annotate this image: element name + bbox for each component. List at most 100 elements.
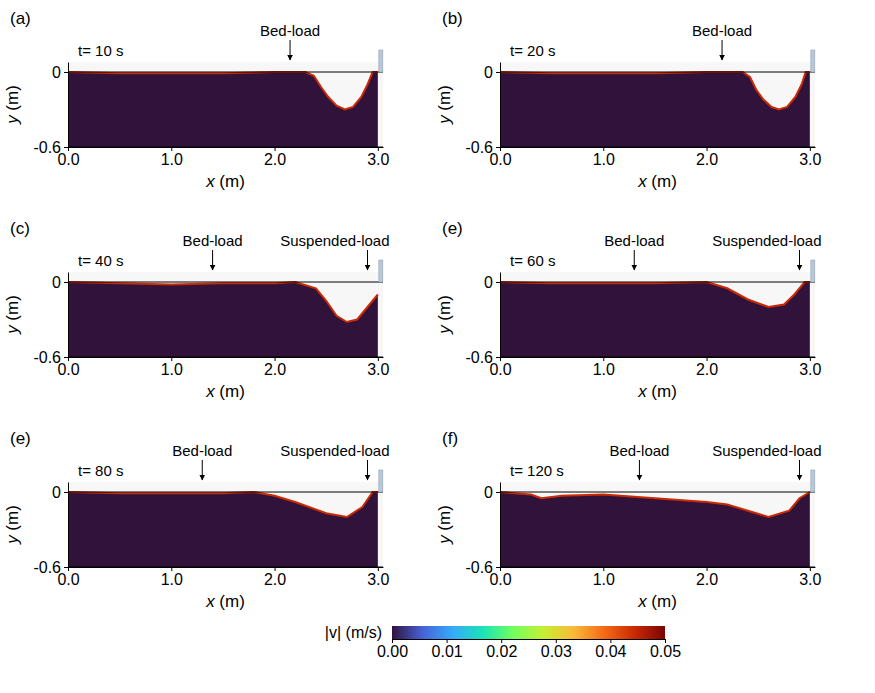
sediment-bed [500, 492, 810, 567]
colorbar: 0.000.010.020.030.040.05|v| (m/s) [325, 624, 681, 660]
sediment-bed [68, 282, 378, 357]
time-label: t= 60 s [510, 252, 555, 269]
panel: 0.01.02.03.0-0.60x (m)y (m)(f)t= 120 sBe… [435, 429, 822, 611]
tick-label: 0 [52, 274, 61, 291]
axis-line [68, 483, 69, 568]
y-axis-title: y (m) [435, 85, 454, 125]
panel: 0.01.02.03.0-0.60x (m)y (m)(e)t= 80 sBed… [3, 429, 390, 611]
tick: 1.0 [593, 357, 615, 378]
y-axis-title: y (m) [435, 295, 454, 335]
annotation-arrow [202, 460, 203, 480]
bed-surface [500, 72, 810, 110]
x-axis-title: x (m) [205, 172, 245, 191]
tick-label: 0 [52, 484, 61, 501]
tick-label: -0.6 [33, 139, 61, 156]
annotation-arrow [290, 40, 291, 60]
tick: 1.0 [161, 357, 183, 378]
y-axis: -0.6 0 [33, 273, 68, 366]
axis-line [393, 639, 666, 640]
panel: 0.01.02.03.0-0.60x (m)y (m)(c)t= 40 sBed… [3, 219, 390, 401]
x-axis-title: x (m) [205, 382, 245, 401]
tick: 3.0 [367, 147, 389, 168]
annotation-text: Bed-load [172, 442, 232, 459]
tick: -0.6 [33, 349, 68, 366]
figure: 0.01.02.03.0-0.60x (m)y (m)(a)t= 10 sBed… [0, 0, 875, 693]
bed-surface [68, 492, 378, 517]
x-axis-title: x (m) [637, 382, 677, 401]
tick-mark [496, 282, 500, 283]
grid-line [68, 357, 383, 358]
plot-marks [68, 282, 378, 357]
tick-mark [496, 147, 500, 148]
colorbar-gradient [392, 626, 665, 639]
grid-line [68, 567, 383, 568]
tick-label: 1.0 [593, 361, 615, 378]
time-label: t= 120 s [510, 462, 564, 479]
tick: -0.6 [465, 139, 500, 156]
plot-marks [500, 282, 810, 357]
tick-label: 0.02 [486, 643, 517, 660]
tick: 2.0 [264, 147, 286, 168]
tick: -0.6 [33, 139, 68, 156]
tick-label: 2.0 [264, 361, 286, 378]
bed-surface [500, 282, 810, 307]
wall [379, 260, 383, 282]
x-axis: 0.01.02.03.0 [489, 147, 821, 168]
x-axis: 0.01.02.03.0 [57, 147, 389, 168]
tick-label: 0.00 [377, 643, 408, 660]
annotation-arrow [639, 460, 640, 480]
tick-label: 2.0 [696, 361, 718, 378]
tick-mark [496, 567, 500, 568]
tick-label: -0.6 [33, 559, 61, 576]
plot-marks [500, 72, 810, 147]
tick-label: 1.0 [161, 361, 183, 378]
time-label: t= 20 s [510, 42, 555, 59]
axis-line [501, 147, 816, 148]
tick-label: 0 [484, 274, 493, 291]
grid-line [500, 147, 815, 148]
axis-line [500, 273, 501, 358]
tick: 0 [52, 64, 68, 81]
x-axis: 0.01.02.03.0 [57, 567, 389, 588]
tick-label: 1.0 [593, 151, 615, 168]
y-axis: -0.6 0 [465, 273, 500, 366]
tick-label: 1.0 [161, 151, 183, 168]
tick: 0 [484, 484, 500, 501]
axis-line [68, 273, 69, 358]
annotation-arrow [634, 250, 635, 270]
panel-letter: (a) [10, 9, 31, 28]
bed-surface [500, 492, 810, 517]
tick-label: 3.0 [367, 571, 389, 588]
tick: 0.04 [595, 639, 626, 660]
tick: 0 [52, 274, 68, 291]
panel-letter: (e) [10, 429, 31, 448]
tick: -0.6 [33, 559, 68, 576]
annotation-arrow [212, 250, 213, 270]
tick-mark [64, 282, 68, 283]
annotation-arrow [367, 250, 368, 270]
tick-label: 0 [484, 64, 493, 81]
panel-letter: (e) [442, 219, 463, 238]
grid-line [500, 567, 815, 568]
annotation-text: Bed-load [183, 232, 243, 249]
tick: 3.0 [367, 567, 389, 588]
axis-line [68, 63, 69, 148]
wall [811, 50, 815, 72]
axis-line [500, 63, 501, 148]
tick-label: -0.6 [465, 349, 493, 366]
tick: 2.0 [696, 147, 718, 168]
plot-background [500, 62, 815, 147]
tick: 1.0 [161, 147, 183, 168]
plot-marks [68, 492, 378, 567]
tick: -0.6 [465, 559, 500, 576]
x-axis: 0.01.02.03.0 [57, 357, 389, 378]
grid-line [500, 492, 815, 493]
y-axis-title: y (m) [435, 505, 454, 545]
y-axis: -0.6 0 [465, 63, 500, 156]
x-axis: 0.01.02.03.0 [489, 567, 821, 588]
bed-surface [68, 282, 378, 322]
plot-background [68, 482, 383, 567]
tick: 0.00 [377, 639, 408, 660]
grid-line [68, 282, 383, 283]
time-label: t= 10 s [78, 42, 123, 59]
